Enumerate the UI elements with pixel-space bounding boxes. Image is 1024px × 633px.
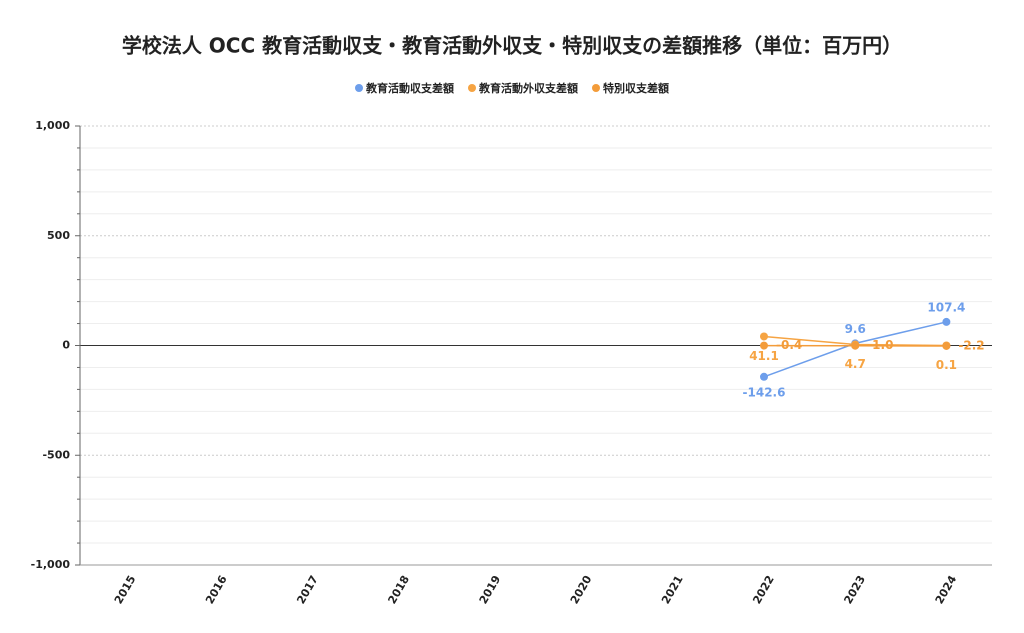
data-label: 9.6	[845, 322, 866, 336]
point	[760, 341, 768, 350]
point	[851, 341, 860, 350]
y-tick-label: -1,000	[31, 558, 71, 571]
x-tick-label: 2017	[294, 573, 321, 606]
legend-marker	[468, 84, 476, 92]
x-tick-label: 2019	[477, 573, 504, 606]
x-tick-label: 2024	[933, 573, 960, 606]
x-tick-label: 2018	[385, 573, 412, 606]
point	[942, 317, 951, 326]
y-tick-label: 1,000	[35, 119, 70, 132]
x-tick-label: 2015	[112, 573, 139, 606]
legend-label: 教育活動収支差額	[365, 81, 454, 95]
legend-marker	[592, 84, 600, 92]
data-label: -1.0	[867, 338, 893, 352]
legend-marker	[355, 84, 363, 92]
data-label: -142.6	[743, 385, 786, 399]
legend-label: 特別収支差額	[603, 81, 669, 95]
data-label: 107.4	[927, 300, 965, 314]
data-label: 4.7	[845, 357, 866, 371]
point	[760, 332, 768, 341]
data-label: 0.1	[936, 358, 957, 372]
x-tick-label: 2020	[568, 573, 595, 606]
x-tick-label: 2021	[659, 573, 686, 606]
x-tick-label: 2022	[750, 573, 777, 606]
x-tick-label: 2016	[203, 573, 230, 606]
point	[760, 372, 768, 381]
y-tick-label: 0	[62, 339, 70, 352]
data-label: -0.4	[776, 338, 802, 352]
data-label: 41.1	[749, 349, 779, 363]
point	[942, 341, 951, 350]
chart-title: 学校法人 OCC 教育活動収支・教育活動外収支・特別収支の差額推移（単位：百万円…	[122, 34, 902, 58]
x-tick-label: 2023	[841, 573, 868, 606]
y-tick-label: 500	[47, 229, 70, 242]
data-label: -2.2	[958, 338, 984, 352]
y-tick-label: -500	[42, 448, 70, 461]
legend-label: 教育活動外収支差額	[478, 81, 578, 95]
